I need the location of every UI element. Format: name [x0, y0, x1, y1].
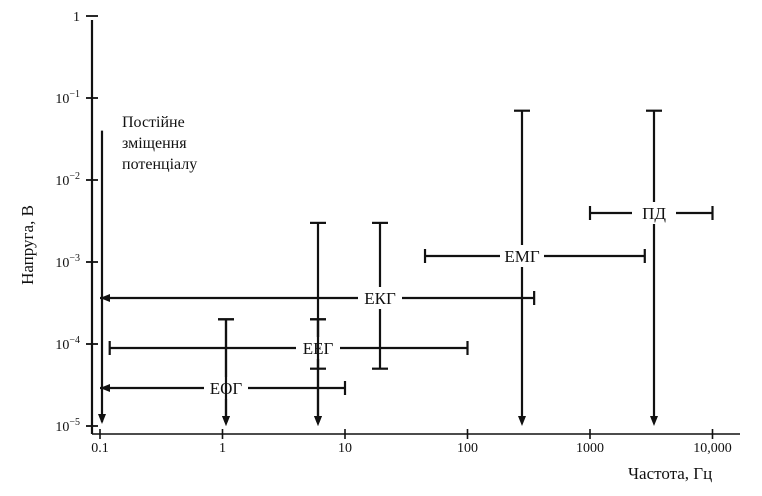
- s2-label: ЕКГ: [364, 289, 396, 308]
- dc-offset-arrow: [98, 414, 106, 424]
- y-axis-label: Напруга, В: [18, 205, 37, 285]
- s1-volt-arrow-0: [222, 416, 230, 426]
- y-tick-label-1: 10−1: [55, 89, 80, 107]
- dc-offset-annotation: Постійне зміщення потенціалу: [122, 112, 197, 175]
- x-tick-label-5: 10,000: [693, 441, 732, 456]
- s4-label: ПД: [642, 204, 666, 223]
- x-tick-label-3: 100: [457, 441, 478, 456]
- s1-volt-arrow-1: [314, 416, 322, 426]
- s2-label-bg: [358, 287, 402, 309]
- y-tick-label-4: 10−4: [55, 335, 80, 353]
- s0-freq-arrow: [100, 384, 110, 392]
- dc-offset-line-2: зміщення: [122, 135, 187, 152]
- x-tick-label-0: 0.1: [91, 441, 109, 456]
- y-tick-label-3: 10−3: [55, 253, 80, 271]
- x-tick-label-4: 1000: [576, 441, 604, 456]
- s4-volt-arrow-0: [650, 416, 658, 426]
- x-tick-label-2: 10: [338, 441, 352, 456]
- s2-freq-arrow: [100, 294, 110, 302]
- s4-label-bg: [632, 202, 676, 224]
- y-tick-label-2: 10−2: [55, 171, 80, 189]
- y-tick-label-5: 10−5: [55, 417, 80, 435]
- dc-offset-line-1: Постійне: [122, 114, 185, 131]
- s3-label: ЕМГ: [504, 247, 540, 266]
- s3-label-bg: [500, 245, 544, 267]
- x-tick-label-1: 1: [219, 441, 226, 456]
- y-tick-label-0: 1: [73, 10, 80, 25]
- s3-volt-arrow-0: [518, 416, 526, 426]
- x-axis-label: Частота, Гц: [628, 464, 713, 483]
- dc-offset-line-3: потенціалу: [122, 156, 198, 173]
